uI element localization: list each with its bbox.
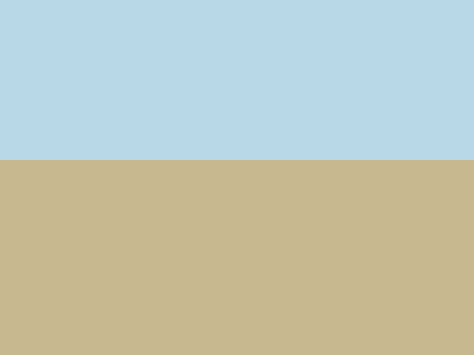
Bar	[166, 223, 196, 286]
Text: 4,433: 4,433	[216, 208, 244, 217]
Bar	[68, 225, 99, 286]
Bar	[361, 186, 392, 286]
Bar	[215, 218, 245, 286]
Text: 4,089: 4,089	[167, 213, 195, 222]
Bar	[410, 185, 440, 286]
Bar	[264, 207, 294, 286]
Text: 6,528: 6,528	[411, 175, 439, 185]
Text: 3,936: 3,936	[69, 215, 98, 224]
Text: 5,100: 5,100	[264, 197, 293, 207]
Text: 6,477: 6,477	[362, 176, 391, 185]
Text: Grand total of
students enrolled: Grand total of students enrolled	[168, 107, 390, 150]
Polygon shape	[122, 178, 469, 271]
Text: 5,748: 5,748	[313, 187, 342, 197]
Bar	[117, 224, 147, 286]
Text: 3,991: 3,991	[118, 214, 146, 224]
Bar	[312, 197, 343, 286]
